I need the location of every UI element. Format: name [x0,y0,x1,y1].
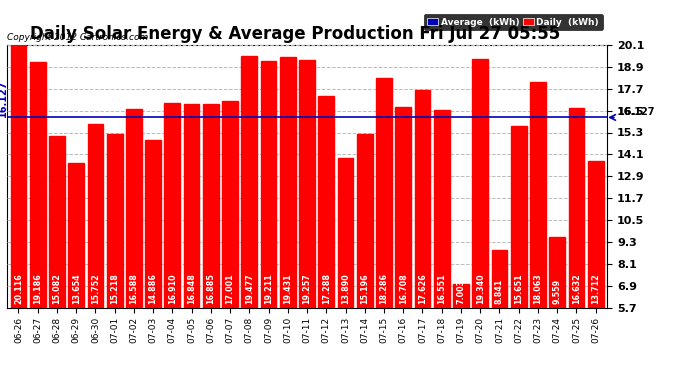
Bar [10,45,26,308]
Bar [164,103,180,308]
Bar [491,250,507,307]
Bar [434,110,450,308]
Bar [145,140,161,308]
Bar [337,158,353,308]
Bar [357,134,373,308]
Text: 16.848: 16.848 [187,273,196,304]
Text: 19.477: 19.477 [245,274,254,304]
Text: 16.127: 16.127 [0,80,8,117]
Bar [203,104,219,308]
Text: 19.431: 19.431 [284,274,293,304]
Text: 16.551: 16.551 [437,274,446,304]
Bar [184,104,199,308]
Text: 18.063: 18.063 [533,273,542,304]
Title: Daily Solar Energy & Average Production Fri Jul 27 05:55: Daily Solar Energy & Average Production … [30,26,560,44]
Text: 15.752: 15.752 [91,273,100,304]
Bar [376,78,392,308]
Text: 17.288: 17.288 [322,273,331,304]
Bar [126,109,141,307]
Bar [473,59,488,308]
Text: 13.654: 13.654 [72,274,81,304]
Bar [395,107,411,307]
Bar [415,90,431,308]
Bar [588,162,604,308]
Text: 17.626: 17.626 [418,273,427,304]
Text: 15.218: 15.218 [110,273,119,304]
Text: 15.196: 15.196 [360,274,369,304]
Text: 7.003: 7.003 [457,279,466,304]
Text: 19.186: 19.186 [33,273,42,304]
Text: 20.116: 20.116 [14,273,23,304]
Text: 9.559: 9.559 [553,279,562,304]
Bar [241,56,257,308]
Bar [68,162,84,308]
Text: 13.890: 13.890 [341,273,350,304]
Bar [107,134,123,308]
Text: 19.211: 19.211 [264,273,273,304]
Text: 18.286: 18.286 [380,273,388,304]
Bar [318,96,334,308]
Text: 16.632: 16.632 [572,273,581,304]
Bar [222,102,238,308]
Bar [30,62,46,308]
Text: 15.651: 15.651 [514,274,523,304]
Text: Copyright 2012 Cartronics.com: Copyright 2012 Cartronics.com [7,33,148,42]
Text: 14.886: 14.886 [148,273,157,304]
Bar [280,57,296,308]
Bar [530,82,546,308]
Bar [49,136,65,308]
Bar [453,284,469,308]
Text: 17.001: 17.001 [226,274,235,304]
Text: 19.257: 19.257 [302,273,312,304]
Text: 8.841: 8.841 [495,279,504,304]
Text: 15.082: 15.082 [52,273,61,304]
Bar [88,124,103,308]
Bar [569,108,584,307]
Bar [261,61,277,308]
Legend: Average  (kWh), Daily  (kWh): Average (kWh), Daily (kWh) [424,14,602,30]
Text: 13.712: 13.712 [591,273,600,304]
Text: 19.340: 19.340 [475,274,484,304]
Bar [511,126,526,308]
Text: 16.588: 16.588 [130,273,139,304]
Text: 16.708: 16.708 [399,273,408,304]
Bar [299,60,315,308]
Bar [549,237,565,308]
Text: 16.127: 16.127 [618,106,656,117]
Text: 16.910: 16.910 [168,274,177,304]
Text: 16.885: 16.885 [206,273,215,304]
